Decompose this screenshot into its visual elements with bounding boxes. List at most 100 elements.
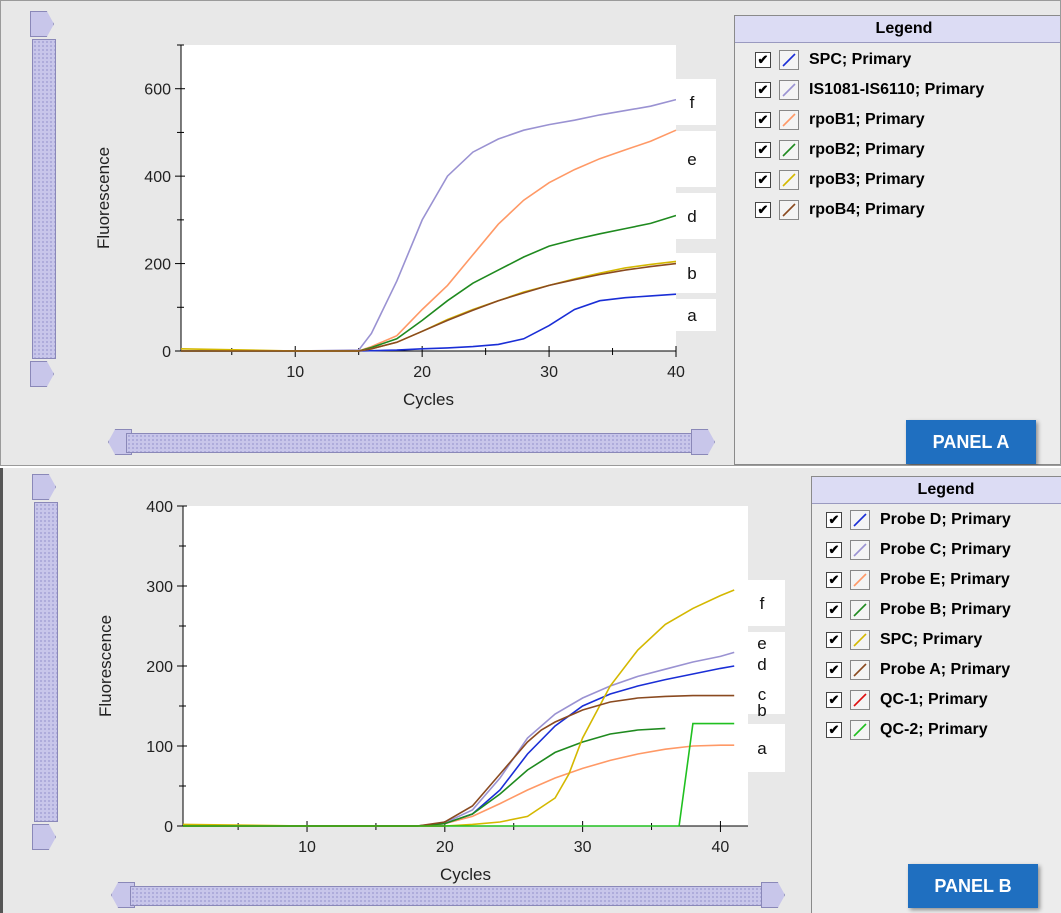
legend-checkbox[interactable]: ✔ — [826, 692, 842, 708]
legend-a: Legend ✔ SPC; Primary ✔ IS1081-IS6110; Prim… — [734, 15, 1060, 465]
legend-item[interactable]: ✔ Probe A; Primary — [826, 655, 1061, 685]
x-tick-label: 20 — [413, 364, 431, 381]
legend-item[interactable]: ✔ Probe B; Primary — [826, 595, 1061, 625]
legend-title: Legend — [735, 16, 1060, 43]
curve-label: f — [690, 93, 695, 112]
legend-b: Legend ✔ Probe D; Primary ✔ Probe C; Primar… — [811, 476, 1061, 913]
legend-item[interactable]: ✔ Probe E; Primary — [826, 565, 1061, 595]
legend-color-swatch — [850, 570, 870, 590]
x-axis-title: Cycles — [403, 390, 454, 409]
curve-label: b — [687, 264, 696, 283]
x-tick-label: 30 — [540, 364, 558, 381]
y-tick-label: 400 — [146, 499, 173, 516]
x-tick-label: 40 — [667, 364, 685, 381]
legend-item[interactable]: ✔ rpoB1; Primary — [755, 105, 1060, 135]
legend-item[interactable]: ✔ SPC; Primary — [755, 45, 1060, 75]
legend-label: rpoB1; Primary — [809, 111, 925, 128]
curve-label: b — [757, 701, 766, 720]
curve-label: e — [757, 634, 766, 653]
legend-checkbox[interactable]: ✔ — [826, 722, 842, 738]
curve-label-box — [747, 580, 785, 626]
y-tick-label: 300 — [146, 579, 173, 596]
legend-checkbox[interactable]: ✔ — [826, 512, 842, 528]
legend-label: Probe A; Primary — [880, 661, 1011, 678]
y-axis-title: Fluorescence — [94, 147, 113, 249]
vertical-scroll-up-arrow[interactable] — [30, 11, 54, 37]
legend-color-swatch — [850, 540, 870, 560]
legend-color-swatch — [850, 660, 870, 680]
curve-label-box — [747, 654, 785, 674]
series-line — [181, 98, 677, 352]
legend-label: Probe C; Primary — [880, 541, 1011, 558]
legend-checkbox[interactable]: ✔ — [755, 52, 771, 68]
curve-label-box — [676, 193, 716, 239]
y-tick-label: 0 — [164, 819, 173, 836]
curve-label: a — [757, 739, 767, 758]
legend-list: ✔ Probe D; Primary ✔ Probe C; Primary ✔ Probe… — [812, 504, 1061, 745]
x-tick-label: 20 — [436, 839, 454, 856]
legend-color-swatch — [850, 630, 870, 650]
horizontal-scrollbar[interactable] — [130, 886, 766, 906]
legend-item[interactable]: ✔ SPC; Primary — [826, 625, 1061, 655]
legend-item[interactable]: ✔ rpoB3; Primary — [755, 165, 1060, 195]
legend-checkbox[interactable]: ✔ — [826, 632, 842, 648]
vertical-scrollbar[interactable] — [32, 39, 56, 359]
plot-area — [183, 506, 748, 826]
legend-color-swatch — [779, 140, 799, 160]
legend-color-swatch — [779, 170, 799, 190]
legend-list: ✔ SPC; Primary ✔ IS1081-IS6110; Primary ✔ rpo… — [735, 43, 1060, 225]
series-line — [183, 694, 735, 827]
legend-item[interactable]: ✔ IS1081-IS6110; Primary — [755, 75, 1060, 105]
legend-item[interactable]: ✔ rpoB4; Primary — [755, 195, 1060, 225]
legend-color-swatch — [850, 600, 870, 620]
legend-item[interactable]: ✔ rpoB2; Primary — [755, 135, 1060, 165]
legend-label: QC-2; Primary — [880, 721, 988, 738]
legend-checkbox[interactable]: ✔ — [826, 572, 842, 588]
horizontal-scrollbar[interactable] — [126, 433, 696, 453]
legend-color-swatch — [779, 110, 799, 130]
legend-item[interactable]: ✔ QC-2; Primary — [826, 715, 1061, 745]
y-axis-title: Fluorescence — [96, 615, 115, 717]
series-line — [181, 262, 677, 352]
legend-checkbox[interactable]: ✔ — [826, 662, 842, 678]
vertical-scroll-down-arrow[interactable] — [30, 361, 54, 387]
series-line — [181, 293, 677, 352]
x-tick-label: 40 — [712, 839, 730, 856]
legend-checkbox[interactable]: ✔ — [755, 142, 771, 158]
y-tick-label: 400 — [144, 169, 171, 186]
vertical-scroll-down-arrow[interactable] — [32, 824, 56, 850]
legend-label: Probe B; Primary — [880, 601, 1011, 618]
curve-label: f — [760, 594, 765, 613]
curve-label-box — [747, 674, 785, 714]
horizontal-scroll-right-arrow[interactable] — [761, 882, 785, 908]
y-tick-label: 0 — [162, 344, 171, 361]
curve-label: d — [757, 655, 766, 674]
legend-label: Probe D; Primary — [880, 511, 1011, 528]
curve-label: a — [687, 306, 697, 325]
series-line — [183, 722, 735, 827]
legend-checkbox[interactable]: ✔ — [755, 202, 771, 218]
curve-label: e — [687, 150, 696, 169]
curve-label-box — [676, 253, 716, 293]
legend-label: rpoB2; Primary — [809, 141, 925, 158]
panel-a: 0 200 400 600 10 20 30 40 Cycles Fluorescence f e d… — [0, 0, 1061, 466]
legend-checkbox[interactable]: ✔ — [826, 602, 842, 618]
legend-label: IS1081-IS6110; Primary — [809, 81, 985, 98]
legend-color-swatch — [850, 720, 870, 740]
vertical-scroll-up-arrow[interactable] — [32, 474, 56, 500]
plot-area — [181, 45, 676, 351]
legend-item[interactable]: ✔ QC-1; Primary — [826, 685, 1061, 715]
x-tick-label: 30 — [574, 839, 592, 856]
legend-checkbox[interactable]: ✔ — [826, 542, 842, 558]
panel-a-label: PANEL A — [906, 420, 1036, 464]
vertical-scrollbar[interactable] — [34, 502, 58, 822]
legend-item[interactable]: ✔ Probe D; Primary — [826, 505, 1061, 535]
legend-item[interactable]: ✔ Probe C; Primary — [826, 535, 1061, 565]
y-tick-label: 100 — [146, 739, 173, 756]
legend-checkbox[interactable]: ✔ — [755, 172, 771, 188]
y-tick-label: 200 — [144, 257, 171, 274]
legend-checkbox[interactable]: ✔ — [755, 112, 771, 128]
legend-checkbox[interactable]: ✔ — [755, 82, 771, 98]
x-tick-label: 10 — [298, 839, 316, 856]
